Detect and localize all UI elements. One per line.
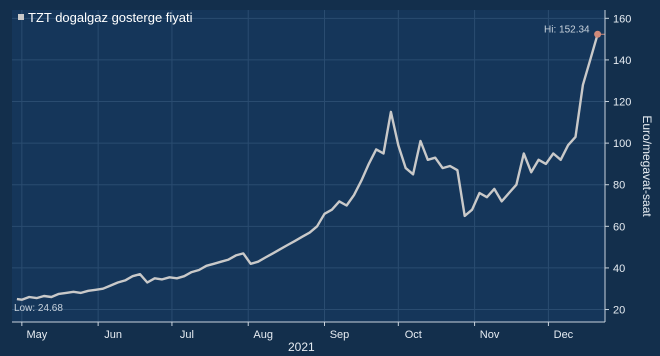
x-axis-year-label: 2021 <box>288 340 315 354</box>
x-tick-label: Jun <box>104 329 122 341</box>
series-line <box>16 33 599 301</box>
x-tick-label: Jul <box>180 329 194 341</box>
x-tick-label: Dec <box>554 329 574 341</box>
axes-layer: 20 40 60 80 100 120 140 160 May Jun Jul Aug Sep Oct No… <box>12 10 631 341</box>
high-annotation: Hi: 152.34 <box>544 24 590 35</box>
plot-area <box>12 10 605 322</box>
x-tick-label: Sep <box>330 329 350 341</box>
y-axis-title: Euro/megavat-saat <box>640 115 654 217</box>
y-tick-label: 120 <box>613 97 631 109</box>
grid-lines <box>12 10 605 322</box>
y-tick-label: 160 <box>613 13 631 25</box>
y-tick-label: 80 <box>613 180 625 192</box>
y-tick-label: 60 <box>613 221 625 233</box>
series-layer <box>16 30 605 301</box>
x-tick-label: Aug <box>253 329 273 341</box>
x-tick-label: Nov <box>480 329 500 341</box>
legend-label: TZT dogalgaz gosterge fiyati <box>28 10 193 25</box>
y-tick-label: 140 <box>613 55 631 67</box>
y-tick-label: 40 <box>613 263 625 275</box>
y-tick-label: 20 <box>613 305 625 317</box>
y-tick-label: 100 <box>613 138 631 150</box>
x-tick-label: May <box>26 329 47 341</box>
x-tick-label: Oct <box>405 329 422 341</box>
high-marker <box>594 30 602 38</box>
low-annotation: Low: 24.68 <box>14 303 63 314</box>
legend-swatch <box>18 14 24 20</box>
